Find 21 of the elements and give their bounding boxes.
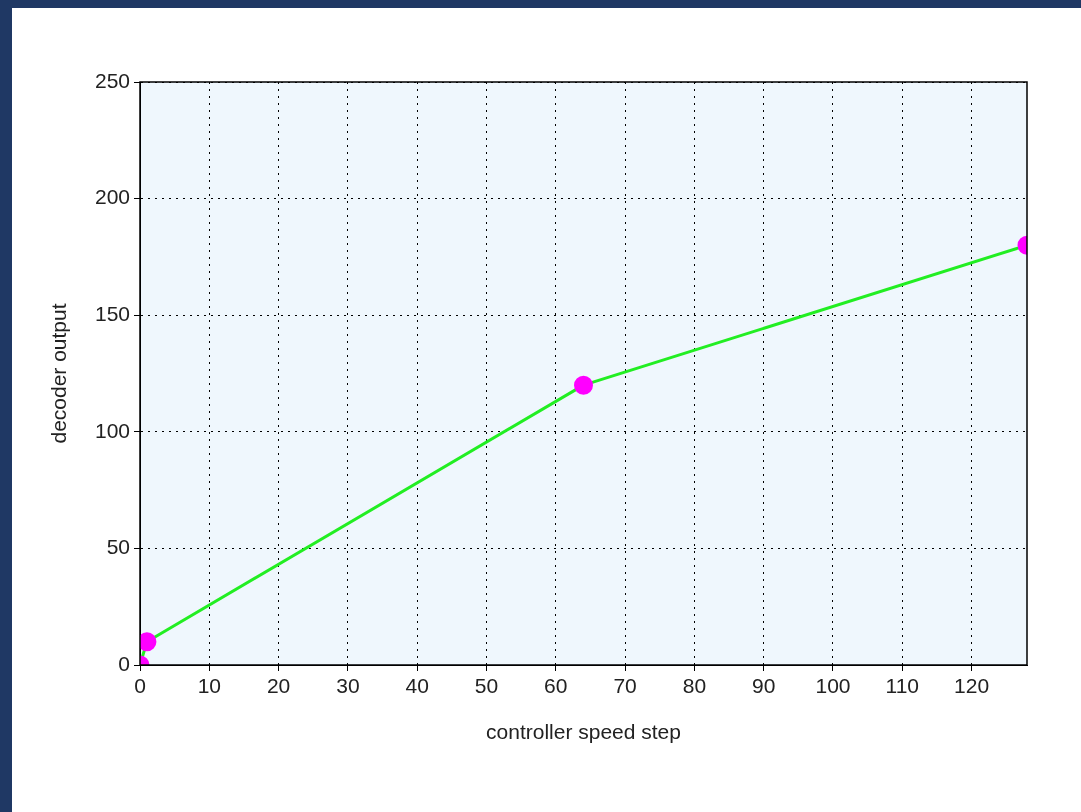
x-tick-label: 50 — [474, 674, 499, 698]
y-axis-title: decoder output — [46, 303, 70, 444]
x-axis-title: controller speed step — [486, 719, 681, 743]
x-tick-label: 90 — [751, 674, 776, 698]
y-tick-label: 50 — [106, 535, 130, 559]
x-tick-label: 80 — [682, 674, 707, 698]
y-tick-label: 200 — [94, 185, 130, 209]
x-tick-label: 110 — [885, 674, 920, 698]
y-tick-label: 0 — [118, 651, 130, 675]
y-tick-label: 150 — [94, 302, 130, 325]
x-tick-label: 0 — [134, 674, 146, 698]
x-tick-label: 120 — [954, 674, 990, 698]
x-tick-label: 70 — [613, 674, 637, 698]
x-tick-label: 100 — [815, 674, 851, 698]
x-tick-label: 10 — [197, 674, 221, 698]
y-tick-label: 250 — [94, 68, 130, 92]
x-tick-label: 60 — [544, 674, 568, 698]
x-tick-label: 20 — [266, 674, 291, 698]
x-tick-label: 40 — [405, 674, 429, 698]
x-tick-label: 30 — [336, 674, 360, 698]
y-tick-label: 100 — [94, 418, 130, 442]
